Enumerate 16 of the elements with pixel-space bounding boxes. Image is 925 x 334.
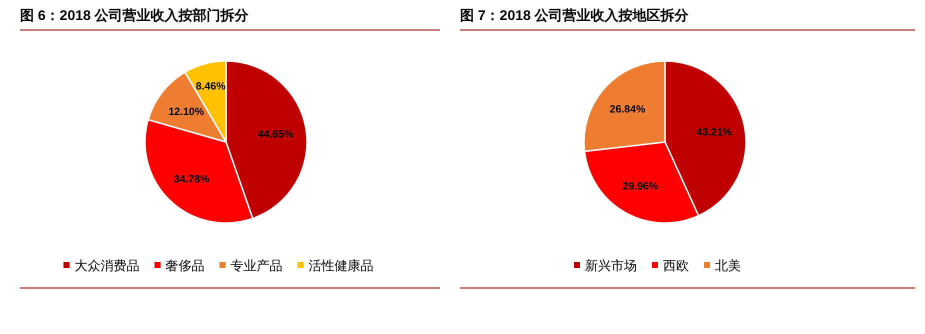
data-label: 44.65% [258,128,294,141]
data-label: 8.46% [196,80,226,93]
data-label: 26.84% [610,104,646,116]
legend-label: 北美 [715,258,741,273]
legend-label: 活性健康品 [308,258,374,273]
legend-label: 新兴市场 [585,258,637,273]
chart-title: 图 6：2018 公司营业收入按部门拆分 [20,7,250,23]
data-label: 43.21% [696,126,733,138]
data-label: 12.10% [168,106,205,118]
legend-label: 专业产品 [230,258,282,273]
legend-label: 大众消费品 [74,258,140,273]
data-label: 34.78% [174,174,210,186]
chart-title: 图 7：2018 公司营业收入按地区拆分 [460,7,690,23]
legend-label: 奢侈品 [166,258,204,273]
data-label: 29.96% [622,180,659,193]
legend-label: 西欧 [663,258,689,273]
